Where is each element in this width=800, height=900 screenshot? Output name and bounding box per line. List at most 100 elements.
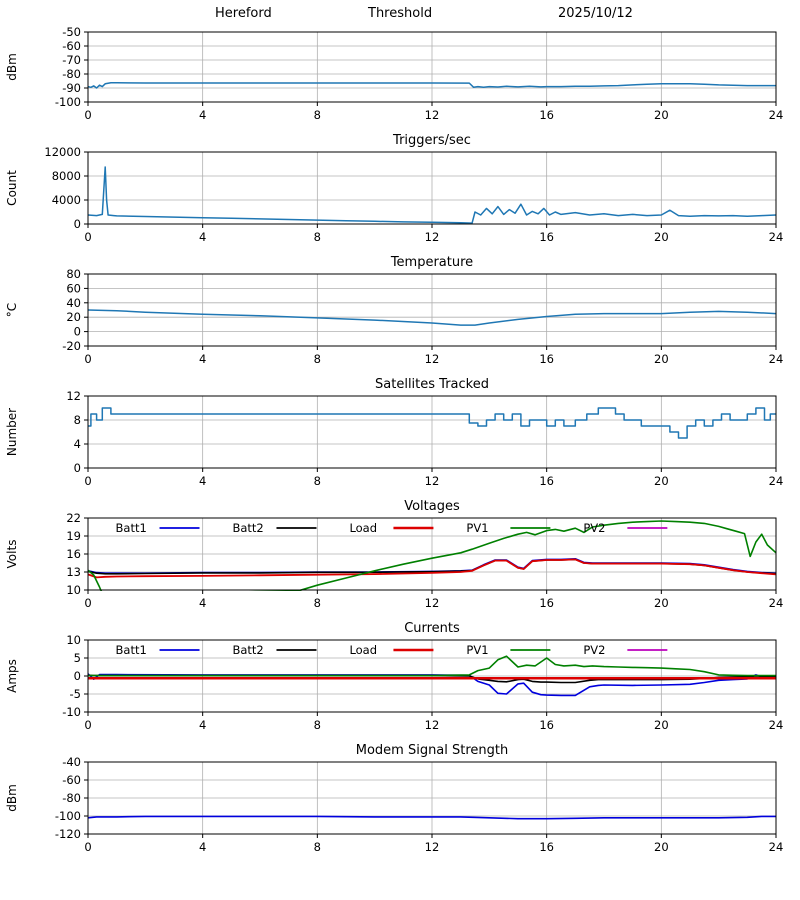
svg-text:0: 0 <box>74 217 81 231</box>
svg-text:0: 0 <box>84 474 91 488</box>
date-label: 2025/10/12 <box>558 6 633 21</box>
svg-text:-100: -100 <box>55 95 81 109</box>
svg-text:24: 24 <box>769 230 784 244</box>
svg-text:PV2: PV2 <box>583 521 605 535</box>
svg-text:0: 0 <box>74 325 81 339</box>
svg-text:Volts: Volts <box>5 540 19 569</box>
svg-text:dBm: dBm <box>5 784 19 812</box>
svg-text:0: 0 <box>74 669 81 683</box>
svg-text:24: 24 <box>769 718 784 732</box>
svg-text:12: 12 <box>425 596 440 610</box>
svg-text:Batt2: Batt2 <box>232 643 263 657</box>
svg-text:-80: -80 <box>62 67 81 81</box>
svg-text:-5: -5 <box>70 687 81 701</box>
svg-text:12000: 12000 <box>44 145 81 159</box>
svg-text:80: 80 <box>66 267 81 281</box>
svg-text:8: 8 <box>314 230 321 244</box>
svg-text:24: 24 <box>769 352 784 366</box>
svg-text:Count: Count <box>5 170 19 206</box>
svg-text:16: 16 <box>539 352 554 366</box>
svg-text:12: 12 <box>425 474 440 488</box>
svg-text:16: 16 <box>539 230 554 244</box>
svg-text:24: 24 <box>769 596 784 610</box>
svg-text:4: 4 <box>199 718 206 732</box>
svg-text:Amps: Amps <box>5 659 19 693</box>
svg-text:Currents: Currents <box>404 621 460 636</box>
chart-satellites: 0 4 8 12 16 20 24 0 4 8 12 Satellites Tracked Number <box>0 374 800 496</box>
svg-text:-10: -10 <box>62 705 81 719</box>
chart-voltages: 0 4 8 12 16 20 24 10 13 16 19 22 Voltages Volts Batt1 B… <box>0 496 800 618</box>
svg-text:8: 8 <box>314 108 321 122</box>
svg-text:4: 4 <box>199 108 206 122</box>
svg-text:PV2: PV2 <box>583 643 605 657</box>
svg-text:13: 13 <box>66 565 81 579</box>
svg-text:16: 16 <box>539 474 554 488</box>
svg-text:20: 20 <box>66 310 81 324</box>
svg-text:PV1: PV1 <box>466 643 488 657</box>
svg-text:0: 0 <box>84 840 91 854</box>
svg-text:20: 20 <box>654 230 669 244</box>
svg-text:-90: -90 <box>62 81 81 95</box>
svg-text:12: 12 <box>425 718 440 732</box>
svg-text:8: 8 <box>314 596 321 610</box>
svg-text:-50: -50 <box>62 26 81 39</box>
svg-text:40: 40 <box>66 296 81 310</box>
svg-text:Load: Load <box>349 643 377 657</box>
svg-text:12: 12 <box>425 840 440 854</box>
svg-text:0: 0 <box>84 230 91 244</box>
svg-text:0: 0 <box>74 461 81 475</box>
svg-text:10: 10 <box>66 583 81 597</box>
svg-text:16: 16 <box>539 596 554 610</box>
station-title: Hereford <box>215 6 272 21</box>
svg-text:5: 5 <box>74 651 81 665</box>
svg-text:Satellites Tracked: Satellites Tracked <box>375 377 489 392</box>
svg-text:8000: 8000 <box>52 169 81 183</box>
svg-text:-60: -60 <box>62 39 81 53</box>
svg-text:20: 20 <box>654 108 669 122</box>
svg-text:20: 20 <box>654 474 669 488</box>
svg-text:8: 8 <box>314 474 321 488</box>
svg-text:0: 0 <box>84 108 91 122</box>
svg-text:Batt1: Batt1 <box>116 521 147 535</box>
svg-text:12: 12 <box>425 352 440 366</box>
svg-text:PV1: PV1 <box>466 521 488 535</box>
svg-text:-20: -20 <box>62 339 81 353</box>
svg-text:°C: °C <box>5 303 19 317</box>
svg-text:24: 24 <box>769 840 784 854</box>
svg-text:4: 4 <box>199 230 206 244</box>
svg-text:4: 4 <box>199 840 206 854</box>
svg-text:16: 16 <box>66 547 81 561</box>
svg-text:20: 20 <box>654 352 669 366</box>
chart-currents: 0 4 8 12 16 20 24 -10 -5 0 5 10 Currents Amps Batt1 Bat… <box>0 618 800 740</box>
svg-text:-100: -100 <box>55 809 81 823</box>
svg-text:4000: 4000 <box>52 193 81 207</box>
svg-text:Load: Load <box>349 521 377 535</box>
chart-threshold: 0 4 8 12 16 20 24 -100 -90 -80 -70 -60 -50 dBm <box>0 25 800 130</box>
svg-text:60: 60 <box>66 281 81 295</box>
svg-text:4: 4 <box>199 596 206 610</box>
svg-text:0: 0 <box>84 596 91 610</box>
svg-text:-40: -40 <box>62 755 81 769</box>
chart-temperature: 0 4 8 12 16 20 24 -20 0 20 40 60 80 Temperature °C <box>0 252 800 374</box>
svg-text:16: 16 <box>539 840 554 854</box>
svg-text:12: 12 <box>425 230 440 244</box>
svg-text:16: 16 <box>539 108 554 122</box>
svg-text:12: 12 <box>66 389 81 403</box>
chart-triggers: 0 4 8 12 16 20 24 0 4000 8000 12000 Triggers/sec Cou… <box>0 130 800 252</box>
svg-text:24: 24 <box>769 108 784 122</box>
svg-text:-60: -60 <box>62 773 81 787</box>
svg-text:10: 10 <box>66 633 81 647</box>
svg-text:20: 20 <box>654 718 669 732</box>
svg-text:16: 16 <box>539 718 554 732</box>
svg-text:8: 8 <box>314 352 321 366</box>
svg-text:12: 12 <box>425 108 440 122</box>
svg-text:Number: Number <box>5 408 19 456</box>
svg-text:4: 4 <box>74 437 81 451</box>
svg-text:0: 0 <box>84 352 91 366</box>
svg-text:4: 4 <box>199 352 206 366</box>
svg-text:dBm: dBm <box>5 53 19 81</box>
svg-text:-70: -70 <box>62 53 81 67</box>
svg-text:Batt2: Batt2 <box>232 521 263 535</box>
svg-text:Batt1: Batt1 <box>116 643 147 657</box>
svg-text:20: 20 <box>654 840 669 854</box>
